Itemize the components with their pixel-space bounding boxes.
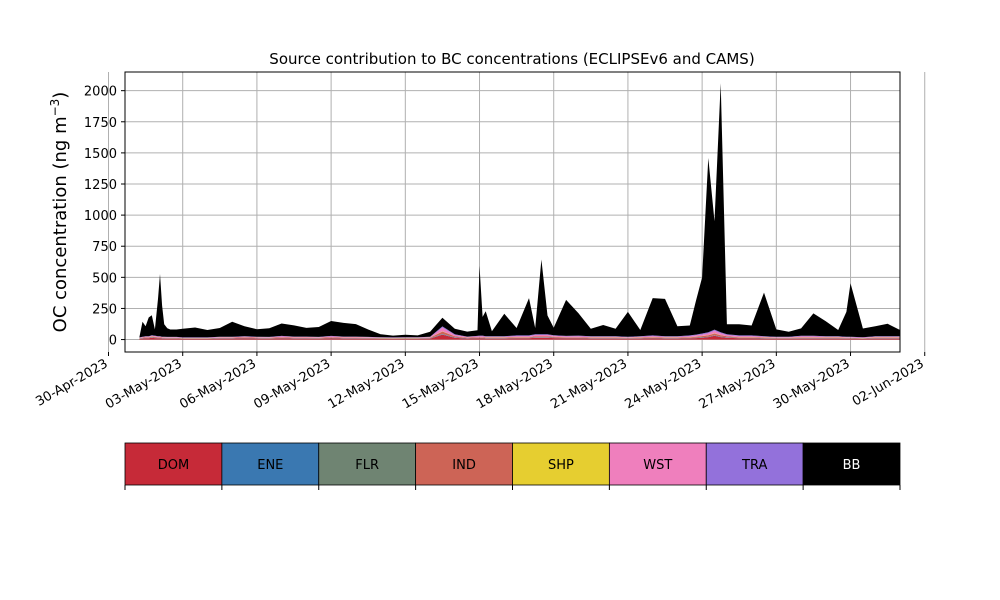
plot-background — [125, 72, 900, 352]
area-flr — [139, 334, 900, 339]
y-tick-label: 1250 — [84, 178, 117, 193]
area-dom — [139, 334, 900, 340]
grid — [108, 72, 926, 352]
legend-label-shp: SHP — [548, 458, 574, 473]
stacked-areas — [139, 83, 900, 340]
legend-swatch-dom — [124, 442, 223, 486]
legend-swatch-ind — [415, 442, 513, 486]
legend-label-tra: TRA — [741, 458, 767, 473]
y-tick-label: 2000 — [84, 85, 117, 100]
area-tra — [139, 326, 900, 338]
y-tick-label: 750 — [92, 240, 117, 255]
legend-label-bb: BB — [843, 458, 861, 473]
legend-swatch-ene — [221, 442, 320, 486]
legend-label-ene: ENE — [257, 458, 283, 473]
legend-swatch-bb — [802, 442, 901, 486]
area-shp — [139, 331, 900, 339]
legend-label-flr: FLR — [355, 458, 379, 473]
legend-label-ind: IND — [452, 458, 476, 473]
y-axis-label-exponent: −3 — [48, 99, 62, 117]
area-ind — [139, 331, 900, 339]
legend-swatch-wst — [608, 442, 707, 486]
y-axis-label-main: OC concentration (ng m — [50, 116, 71, 332]
legend-swatch-shp — [512, 442, 610, 486]
y-tick-label: 1500 — [84, 147, 117, 162]
y-tick-label: 0 — [109, 334, 117, 349]
chart-title: Source contribution to BC concentrations… — [269, 50, 754, 68]
y-tick-label: 500 — [92, 271, 117, 286]
legend-label-wst: WST — [643, 458, 672, 473]
area-bb — [139, 83, 900, 338]
plot-frame — [124, 71, 901, 353]
legend: DOM ENE FLR IND SHP WST TRA BB — [124, 442, 901, 490]
legend-swatch-flr — [318, 442, 417, 486]
y-axis: 0 250 500 750 1000 1250 1500 1750 2000 — [84, 85, 125, 349]
y-axis-label: OC concentration (ng m−3) — [48, 92, 71, 333]
y-tick-label: 1750 — [84, 116, 117, 131]
y-axis-label-suffix: ) — [50, 92, 71, 99]
y-tick-label: 250 — [92, 302, 117, 317]
area-wst — [139, 327, 900, 339]
legend-swatch-tra — [705, 442, 804, 486]
area-ene — [139, 334, 900, 339]
legend-label-dom: DOM — [158, 458, 189, 473]
y-tick-label: 1000 — [84, 209, 117, 224]
